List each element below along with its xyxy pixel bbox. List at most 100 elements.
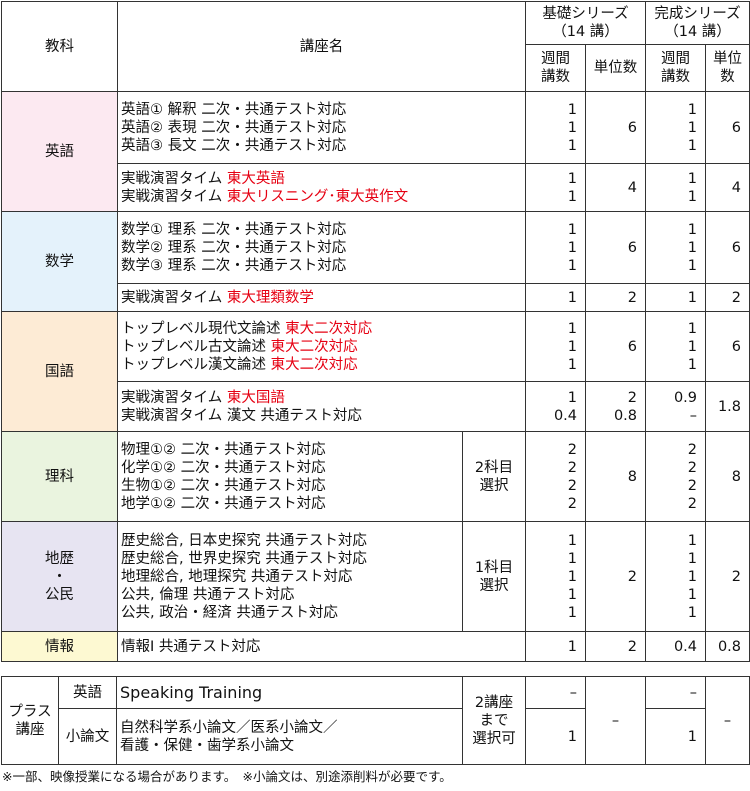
header-course: 講座名 bbox=[117, 1, 526, 92]
table-row: 理科 物理①② 二次・共通テスト対応 化学①② 二次・共通テスト対応 生物①② 二次・… bbox=[1, 431, 750, 522]
course-text: 生物①② 二次・共通テスト対応 bbox=[121, 477, 326, 494]
course-text: 歴史総合, 日本史探究 共通テスト対応 bbox=[121, 532, 367, 549]
kansei-weekly: 0.9 – bbox=[645, 381, 706, 432]
kiso-weekly: 1 bbox=[525, 283, 586, 312]
kansei-units: 6 bbox=[705, 91, 750, 164]
subject-cell: 英語 bbox=[1, 91, 118, 212]
course-text: 英語① 解釈 二次・共通テスト対応 bbox=[121, 101, 347, 118]
course-line: 歴史総合, 日本史探究 共通テスト対応 bbox=[121, 532, 459, 550]
course-line: 生物①② 二次・共通テスト対応 bbox=[121, 477, 459, 495]
course-highlight: 東大理類数学 bbox=[226, 289, 314, 306]
course-text: 地理総合, 地理探究 共通テスト対応 bbox=[121, 568, 353, 585]
kansei-units: 0.8 bbox=[705, 631, 750, 662]
course-cell: 実戦演習タイム 東大英語 実戦演習タイム 東大リスニング･東大英作文 bbox=[117, 163, 526, 212]
plus-kansei-weekly: 1 bbox=[645, 708, 706, 765]
subject-cell: 数学 bbox=[1, 211, 118, 312]
kiso-units: 6 bbox=[585, 211, 646, 284]
selection-note: 2科目 選択 bbox=[462, 431, 526, 522]
course-cell: 実戦演習タイム 東大国語 実戦演習タイム 漢文 共通テスト対応 bbox=[117, 381, 526, 432]
course-text: 歴史総合, 世界史探究 共通テスト対応 bbox=[121, 550, 367, 567]
kansei-units: 2 bbox=[705, 521, 750, 632]
kiso-units: 2 0.8 bbox=[585, 381, 646, 432]
kansei-weekly: 0.4 bbox=[645, 631, 706, 662]
kiso-weekly: 1 1 bbox=[525, 163, 586, 212]
kiso-weekly: 1 1 1 1 1 bbox=[525, 521, 586, 632]
kansei-units: 2 bbox=[705, 283, 750, 312]
course-line: 実戦演習タイム 東大国語 bbox=[121, 389, 522, 407]
kansei-units: 6 bbox=[705, 211, 750, 284]
subject-cell: 理科 bbox=[1, 431, 118, 522]
course-line: 実戦演習タイム 東大リスニング･東大英作文 bbox=[121, 188, 522, 206]
kansei-weekly: 1 1 1 bbox=[645, 311, 706, 382]
kiso-units: 4 bbox=[585, 163, 646, 212]
kansei-weekly: 1 1 1 bbox=[645, 91, 706, 164]
header-kansei: 完成シリーズ （14 講） bbox=[645, 1, 750, 45]
table-row: 英語 英語① 解釈 二次・共通テスト対応 英語② 表現 二次・共通テスト対応 英語③ … bbox=[1, 91, 750, 212]
kansei-units: 8 bbox=[705, 431, 750, 522]
course-line: 公共, 倫理 共通テスト対応 bbox=[121, 586, 459, 604]
course-highlight: 東大英語 bbox=[226, 170, 285, 187]
course-highlight: 東大国語 bbox=[226, 389, 285, 406]
course-text: 数学② 理系 二次・共通テスト対応 bbox=[121, 239, 347, 256]
course-text: トップレベル漢文論述 bbox=[121, 356, 271, 373]
course-line: 英語② 表現 二次・共通テスト対応 bbox=[121, 119, 522, 137]
course-line: 数学① 理系 二次・共通テスト対応 bbox=[121, 221, 522, 239]
kiso-weekly: 1 0.4 bbox=[525, 381, 586, 432]
course-line: 情報Ⅰ 共通テスト対応 bbox=[121, 638, 522, 656]
kansei-units: 6 bbox=[705, 311, 750, 382]
kansei-weekly: 2 2 2 2 bbox=[645, 431, 706, 522]
course-text: 実戦演習タイム bbox=[121, 389, 227, 406]
course-line: 実戦演習タイム 東大英語 bbox=[121, 170, 522, 188]
plus-course-table: プラス 講座 英語 Speaking Training 2講座 まで 選択可 –… bbox=[1, 676, 750, 765]
course-cell: 英語① 解釈 二次・共通テスト対応 英語② 表現 二次・共通テスト対応 英語③ 長文… bbox=[117, 91, 526, 164]
course-line: 公共, 政治・経済 共通テスト対応 bbox=[121, 604, 459, 622]
course-text: トップレベル現代文論述 bbox=[121, 320, 286, 337]
course-highlight: 東大リスニング･東大英作文 bbox=[226, 188, 409, 205]
kansei-weekly: 1 1 1 1 1 bbox=[645, 521, 706, 632]
course-line: 地理総合, 地理探究 共通テスト対応 bbox=[121, 568, 459, 586]
table-row: 地歴 ・ 公民 歴史総合, 日本史探究 共通テスト対応 歴史総合, 世界史探究 共通… bbox=[1, 521, 750, 632]
header-kansei-units: 単位数 bbox=[705, 44, 750, 92]
course-text: 公共, 倫理 共通テスト対応 bbox=[121, 586, 295, 603]
course-line: 化学①② 二次・共通テスト対応 bbox=[121, 459, 459, 477]
kansei-weekly: 1 bbox=[645, 283, 706, 312]
plus-course: Speaking Training bbox=[116, 676, 463, 709]
table-row: 実戦演習タイム 東大国語 実戦演習タイム 漢文 共通テスト対応 1 0.4 2 0.8… bbox=[2, 381, 750, 432]
kiso-units: 2 bbox=[585, 631, 646, 662]
kiso-units: 2 bbox=[585, 521, 646, 632]
course-line: 数学③ 理系 二次・共通テスト対応 bbox=[121, 257, 522, 275]
kiso-units: 6 bbox=[585, 311, 646, 382]
course-highlight: 東大二次対応 bbox=[270, 356, 358, 373]
course-text: 情報Ⅰ 共通テスト対応 bbox=[121, 638, 261, 655]
course-highlight: 東大二次対応 bbox=[285, 320, 373, 337]
course-line: 物理①② 二次・共通テスト対応 bbox=[121, 441, 459, 459]
table-row: 国語 トップレベル現代文論述 東大二次対応 トップレベル古文論述 東大二次対応 トップ… bbox=[1, 311, 750, 432]
course-text: 英語② 表現 二次・共通テスト対応 bbox=[121, 119, 347, 136]
course-text: 英語③ 長文 二次・共通テスト対応 bbox=[121, 137, 347, 154]
kiso-weekly: 2 2 2 2 bbox=[525, 431, 586, 522]
kiso-weekly: 1 1 1 bbox=[525, 211, 586, 284]
course-line: 実戦演習タイム 東大理類数学 bbox=[121, 289, 522, 307]
course-text: トップレベル古文論述 bbox=[121, 338, 271, 355]
table-row: 情報 情報Ⅰ 共通テスト対応 1 2 0.4 0.8 bbox=[1, 631, 750, 662]
kiso-units: 8 bbox=[585, 431, 646, 522]
course-line: 数学② 理系 二次・共通テスト対応 bbox=[121, 239, 522, 257]
course-cell: 物理①② 二次・共通テスト対応 化学①② 二次・共通テスト対応 生物①② 二次・共通… bbox=[117, 431, 463, 522]
plus-kansei-units: – bbox=[705, 676, 750, 765]
course-line: 歴史総合, 世界史探究 共通テスト対応 bbox=[121, 550, 459, 568]
course-text: 化学①② 二次・共通テスト対応 bbox=[121, 459, 326, 476]
table-row: 数学 数学① 理系 二次・共通テスト対応 数学② 理系 二次・共通テスト対応 数学③ … bbox=[1, 211, 750, 312]
course-text: 地学①② 二次・共通テスト対応 bbox=[121, 495, 326, 512]
course-cell: 数学① 理系 二次・共通テスト対応 数学② 理系 二次・共通テスト対応 数学③ 理系… bbox=[117, 211, 526, 284]
plus-kiso-weekly: – bbox=[525, 676, 586, 709]
course-text: 数学③ 理系 二次・共通テスト対応 bbox=[121, 257, 347, 274]
plus-course: 自然科学系小論文／医系小論文／ 看護・保健・歯学系小論文 bbox=[116, 708, 463, 765]
subject-cell: 情報 bbox=[1, 631, 118, 662]
course-cell: トップレベル現代文論述 東大二次対応 トップレベル古文論述 東大二次対応 トップレベ… bbox=[117, 311, 526, 382]
course-text: 実戦演習タイム bbox=[121, 170, 227, 187]
plus-kiso-weekly: 1 bbox=[525, 708, 586, 765]
course-cell: 実戦演習タイム 東大理類数学 bbox=[117, 283, 526, 312]
plus-subject: 英語 bbox=[58, 676, 117, 709]
footnote: ※一部、映像授業になる場合があります。 ※小論文は、別途添削料が必要です。 bbox=[2, 769, 452, 784]
